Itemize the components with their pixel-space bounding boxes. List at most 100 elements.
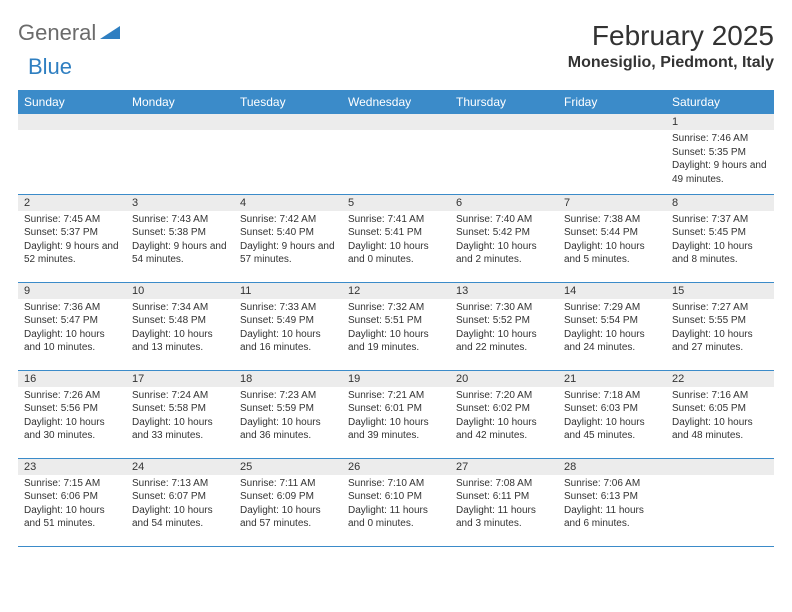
sunset-text: Sunset: 5:52 PM	[456, 314, 552, 328]
day-info: Sunrise: 7:11 AMSunset: 6:09 PMDaylight:…	[234, 475, 342, 535]
day-cell: 18Sunrise: 7:23 AMSunset: 5:59 PMDayligh…	[234, 370, 342, 458]
sunrise-text: Sunrise: 7:06 AM	[564, 477, 660, 491]
sunset-text: Sunset: 6:10 PM	[348, 490, 444, 504]
day-header: Wednesday	[342, 90, 450, 114]
sunset-text: Sunset: 5:44 PM	[564, 226, 660, 240]
sunrise-text: Sunrise: 7:36 AM	[24, 301, 120, 315]
day-number: 10	[126, 283, 234, 299]
day-cell	[126, 114, 234, 194]
day-number: 5	[342, 195, 450, 211]
day-info: Sunrise: 7:46 AMSunset: 5:35 PMDaylight:…	[666, 130, 774, 190]
day-info: Sunrise: 7:41 AMSunset: 5:41 PMDaylight:…	[342, 211, 450, 271]
daylight-text: Daylight: 10 hours and 27 minutes.	[672, 328, 768, 355]
daylight-text: Daylight: 9 hours and 52 minutes.	[24, 240, 120, 267]
day-number: 26	[342, 459, 450, 475]
daylight-text: Daylight: 10 hours and 2 minutes.	[456, 240, 552, 267]
sunset-text: Sunset: 5:37 PM	[24, 226, 120, 240]
day-info: Sunrise: 7:06 AMSunset: 6:13 PMDaylight:…	[558, 475, 666, 535]
day-number: 16	[18, 371, 126, 387]
day-header: Sunday	[18, 90, 126, 114]
sunset-text: Sunset: 6:13 PM	[564, 490, 660, 504]
sunrise-text: Sunrise: 7:13 AM	[132, 477, 228, 491]
day-number: 8	[666, 195, 774, 211]
sunrise-text: Sunrise: 7:18 AM	[564, 389, 660, 403]
day-info: Sunrise: 7:30 AMSunset: 5:52 PMDaylight:…	[450, 299, 558, 359]
sunset-text: Sunset: 5:59 PM	[240, 402, 336, 416]
sunrise-text: Sunrise: 7:16 AM	[672, 389, 768, 403]
daylight-text: Daylight: 10 hours and 33 minutes.	[132, 416, 228, 443]
day-info: Sunrise: 7:18 AMSunset: 6:03 PMDaylight:…	[558, 387, 666, 447]
sunset-text: Sunset: 5:35 PM	[672, 146, 768, 160]
day-number: 1	[666, 114, 774, 130]
daylight-text: Daylight: 10 hours and 8 minutes.	[672, 240, 768, 267]
day-cell: 3Sunrise: 7:43 AMSunset: 5:38 PMDaylight…	[126, 194, 234, 282]
sunrise-text: Sunrise: 7:29 AM	[564, 301, 660, 315]
sunset-text: Sunset: 6:07 PM	[132, 490, 228, 504]
day-info: Sunrise: 7:20 AMSunset: 6:02 PMDaylight:…	[450, 387, 558, 447]
sunset-text: Sunset: 5:42 PM	[456, 226, 552, 240]
day-cell: 2Sunrise: 7:45 AMSunset: 5:37 PMDaylight…	[18, 194, 126, 282]
day-number: 28	[558, 459, 666, 475]
daylight-text: Daylight: 10 hours and 5 minutes.	[564, 240, 660, 267]
sunrise-text: Sunrise: 7:08 AM	[456, 477, 552, 491]
daylight-text: Daylight: 11 hours and 3 minutes.	[456, 504, 552, 531]
sunset-text: Sunset: 5:40 PM	[240, 226, 336, 240]
daylight-text: Daylight: 10 hours and 51 minutes.	[24, 504, 120, 531]
day-number: 19	[342, 371, 450, 387]
day-number: 9	[18, 283, 126, 299]
day-info: Sunrise: 7:27 AMSunset: 5:55 PMDaylight:…	[666, 299, 774, 359]
empty-daynum	[18, 114, 126, 130]
sunset-text: Sunset: 5:38 PM	[132, 226, 228, 240]
day-header: Thursday	[450, 90, 558, 114]
sunset-text: Sunset: 6:09 PM	[240, 490, 336, 504]
day-cell: 23Sunrise: 7:15 AMSunset: 6:06 PMDayligh…	[18, 458, 126, 546]
day-cell: 4Sunrise: 7:42 AMSunset: 5:40 PMDaylight…	[234, 194, 342, 282]
day-info: Sunrise: 7:42 AMSunset: 5:40 PMDaylight:…	[234, 211, 342, 271]
day-info: Sunrise: 7:43 AMSunset: 5:38 PMDaylight:…	[126, 211, 234, 271]
sunrise-text: Sunrise: 7:32 AM	[348, 301, 444, 315]
day-info: Sunrise: 7:23 AMSunset: 5:59 PMDaylight:…	[234, 387, 342, 447]
day-number: 24	[126, 459, 234, 475]
empty-daynum	[450, 114, 558, 130]
day-cell: 8Sunrise: 7:37 AMSunset: 5:45 PMDaylight…	[666, 194, 774, 282]
sunrise-text: Sunrise: 7:46 AM	[672, 132, 768, 146]
daylight-text: Daylight: 9 hours and 57 minutes.	[240, 240, 336, 267]
empty-daynum	[126, 114, 234, 130]
daylight-text: Daylight: 10 hours and 13 minutes.	[132, 328, 228, 355]
daylight-text: Daylight: 10 hours and 30 minutes.	[24, 416, 120, 443]
sunset-text: Sunset: 5:45 PM	[672, 226, 768, 240]
sunset-text: Sunset: 5:51 PM	[348, 314, 444, 328]
logo-word2: Blue	[28, 54, 72, 79]
calendar-table: Sunday Monday Tuesday Wednesday Thursday…	[18, 90, 774, 547]
daylight-text: Daylight: 10 hours and 42 minutes.	[456, 416, 552, 443]
day-number: 7	[558, 195, 666, 211]
sunset-text: Sunset: 5:47 PM	[24, 314, 120, 328]
week-row: 16Sunrise: 7:26 AMSunset: 5:56 PMDayligh…	[18, 370, 774, 458]
sunrise-text: Sunrise: 7:45 AM	[24, 213, 120, 227]
day-header: Monday	[126, 90, 234, 114]
day-number: 13	[450, 283, 558, 299]
location: Monesiglio, Piedmont, Italy	[568, 54, 774, 72]
daylight-text: Daylight: 10 hours and 22 minutes.	[456, 328, 552, 355]
day-cell: 6Sunrise: 7:40 AMSunset: 5:42 PMDaylight…	[450, 194, 558, 282]
sunrise-text: Sunrise: 7:21 AM	[348, 389, 444, 403]
title-block: February 2025 Monesiglio, Piedmont, Ital…	[568, 20, 774, 72]
day-cell: 26Sunrise: 7:10 AMSunset: 6:10 PMDayligh…	[342, 458, 450, 546]
daylight-text: Daylight: 10 hours and 48 minutes.	[672, 416, 768, 443]
sunrise-text: Sunrise: 7:34 AM	[132, 301, 228, 315]
empty-daynum	[666, 459, 774, 475]
day-cell: 10Sunrise: 7:34 AMSunset: 5:48 PMDayligh…	[126, 282, 234, 370]
empty-daynum	[558, 114, 666, 130]
day-info: Sunrise: 7:36 AMSunset: 5:47 PMDaylight:…	[18, 299, 126, 359]
daylight-text: Daylight: 9 hours and 49 minutes.	[672, 159, 768, 186]
day-cell: 11Sunrise: 7:33 AMSunset: 5:49 PMDayligh…	[234, 282, 342, 370]
day-info: Sunrise: 7:16 AMSunset: 6:05 PMDaylight:…	[666, 387, 774, 447]
logo-word1: General	[18, 20, 96, 46]
daylight-text: Daylight: 10 hours and 54 minutes.	[132, 504, 228, 531]
logo-triangle-icon	[100, 23, 120, 44]
day-cell: 21Sunrise: 7:18 AMSunset: 6:03 PMDayligh…	[558, 370, 666, 458]
day-info: Sunrise: 7:10 AMSunset: 6:10 PMDaylight:…	[342, 475, 450, 535]
day-cell	[450, 114, 558, 194]
week-row: 9Sunrise: 7:36 AMSunset: 5:47 PMDaylight…	[18, 282, 774, 370]
day-header-row: Sunday Monday Tuesday Wednesday Thursday…	[18, 90, 774, 114]
